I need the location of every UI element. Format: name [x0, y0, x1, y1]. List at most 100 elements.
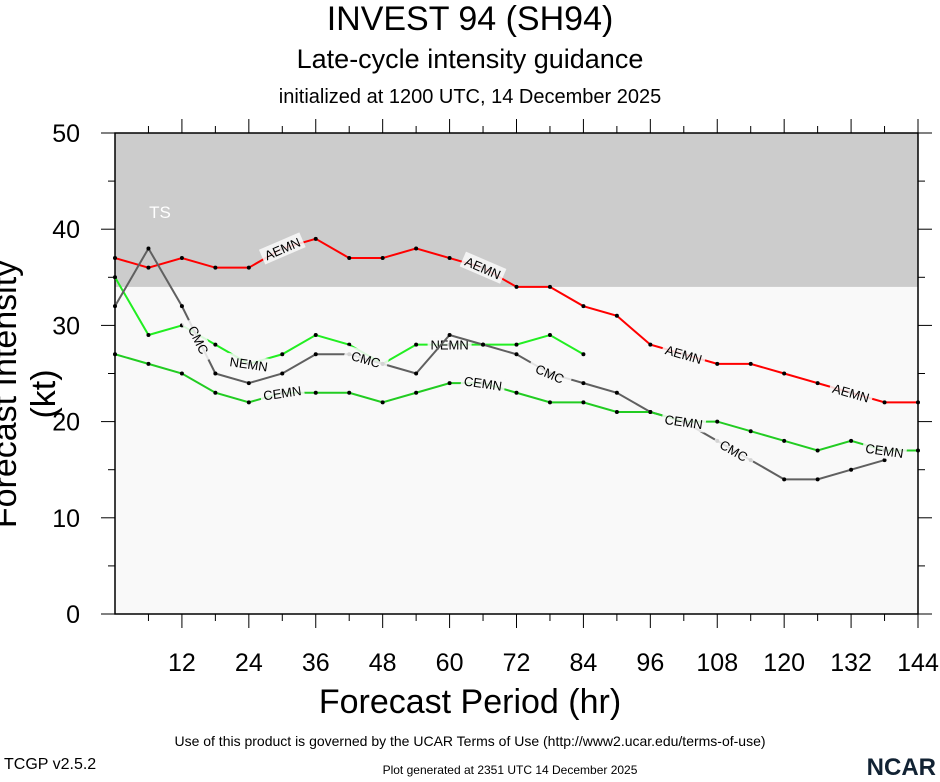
data-point	[782, 438, 787, 443]
x-tick-label: 132	[830, 649, 872, 677]
data-point	[213, 342, 218, 347]
series-label: CEMN	[664, 412, 704, 432]
series-label-bg	[660, 340, 708, 369]
data-point	[849, 438, 854, 443]
data-point	[447, 333, 452, 338]
data-point	[280, 352, 285, 357]
series-label: CEMN	[262, 383, 302, 403]
version: TCGP v2.5.2	[4, 756, 97, 773]
data-point	[916, 448, 920, 453]
generated-time: Plot generated at 2351 UTC 14 December 2…	[382, 763, 638, 777]
data-point	[882, 400, 887, 405]
data-point	[280, 371, 285, 376]
data-point	[815, 448, 820, 453]
chart-title: INVEST 94 (SH94)	[326, 0, 614, 38]
x-axis-label: Forecast Period (hr)	[318, 683, 622, 721]
series-label-bg	[181, 316, 216, 364]
series-label-bg	[861, 439, 908, 462]
data-point	[514, 284, 519, 289]
y-tick-label: 0	[66, 601, 80, 629]
band-ts	[115, 133, 918, 287]
data-point	[916, 400, 920, 405]
x-tick-label: 60	[436, 649, 464, 677]
series-label-bg	[710, 432, 758, 469]
data-point	[113, 304, 117, 309]
band-label: TS	[149, 203, 171, 222]
data-point	[347, 256, 352, 261]
data-point	[246, 381, 251, 386]
data-point	[213, 265, 218, 270]
series-label-bg	[259, 381, 306, 404]
data-point	[414, 390, 419, 395]
data-point	[380, 256, 385, 261]
data-point	[113, 275, 117, 280]
data-point	[581, 304, 586, 309]
data-point	[447, 256, 452, 261]
data-point	[715, 419, 720, 424]
data-point	[514, 352, 519, 357]
series-label-bg	[342, 345, 390, 373]
x-tick-label: 144	[897, 649, 939, 677]
data-point	[313, 333, 318, 338]
data-point	[113, 352, 117, 357]
y-tick-label: 50	[52, 120, 80, 148]
data-point	[414, 342, 419, 347]
x-tick-label: 108	[696, 649, 738, 677]
x-tick-label: 12	[168, 649, 196, 677]
data-point	[313, 236, 318, 241]
series-label: NEMN	[430, 338, 468, 353]
series-label-bg	[258, 232, 306, 265]
series-label: CEMN	[864, 441, 904, 461]
data-point	[547, 400, 552, 405]
series-label-bg	[225, 352, 272, 375]
y-axis-label: Forecast Intensity (kt)	[0, 259, 63, 529]
terms-of-use: Use of this product is governed by the U…	[174, 733, 766, 749]
series-label-bg	[459, 251, 507, 284]
y-tick-label: 20	[52, 409, 80, 437]
data-point	[748, 361, 753, 366]
data-point	[882, 458, 887, 463]
series-label-bg	[827, 378, 875, 407]
data-point	[414, 246, 419, 251]
data-point	[179, 371, 184, 376]
series-line-cmc	[114, 246, 885, 481]
series-label-bg	[660, 410, 707, 433]
data-point	[213, 390, 218, 395]
data-point	[849, 467, 854, 472]
x-tick-label: 72	[503, 649, 531, 677]
data-point	[581, 400, 586, 405]
data-point	[514, 390, 519, 395]
data-point	[815, 381, 820, 386]
data-point	[347, 390, 352, 395]
data-point	[748, 429, 753, 434]
x-tick-label: 120	[763, 649, 805, 677]
data-point	[715, 361, 720, 366]
x-tick-label: 96	[636, 649, 664, 677]
data-point	[246, 400, 251, 405]
data-point	[514, 342, 519, 347]
data-point	[146, 333, 151, 338]
data-point	[481, 342, 486, 347]
data-point	[179, 304, 184, 309]
y-tick-label: 10	[52, 505, 80, 533]
data-point	[581, 352, 586, 357]
data-point	[547, 333, 552, 338]
series-label-bg	[460, 372, 506, 395]
data-point	[782, 477, 787, 482]
data-point	[113, 256, 117, 261]
data-point	[614, 390, 619, 395]
series-label: CEMN	[463, 373, 503, 393]
data-point	[146, 265, 151, 270]
data-point	[380, 400, 385, 405]
data-point	[614, 313, 619, 318]
x-tick-label: 24	[235, 649, 263, 677]
x-tick-label: 36	[302, 649, 330, 677]
data-point	[246, 265, 251, 270]
y-tick-label: 40	[52, 216, 80, 244]
data-point	[146, 361, 151, 366]
data-point	[213, 371, 218, 376]
x-tick-label: 84	[570, 649, 598, 677]
init-time: initialized at 1200 UTC, 14 December 202…	[278, 86, 662, 108]
data-point	[648, 342, 653, 347]
